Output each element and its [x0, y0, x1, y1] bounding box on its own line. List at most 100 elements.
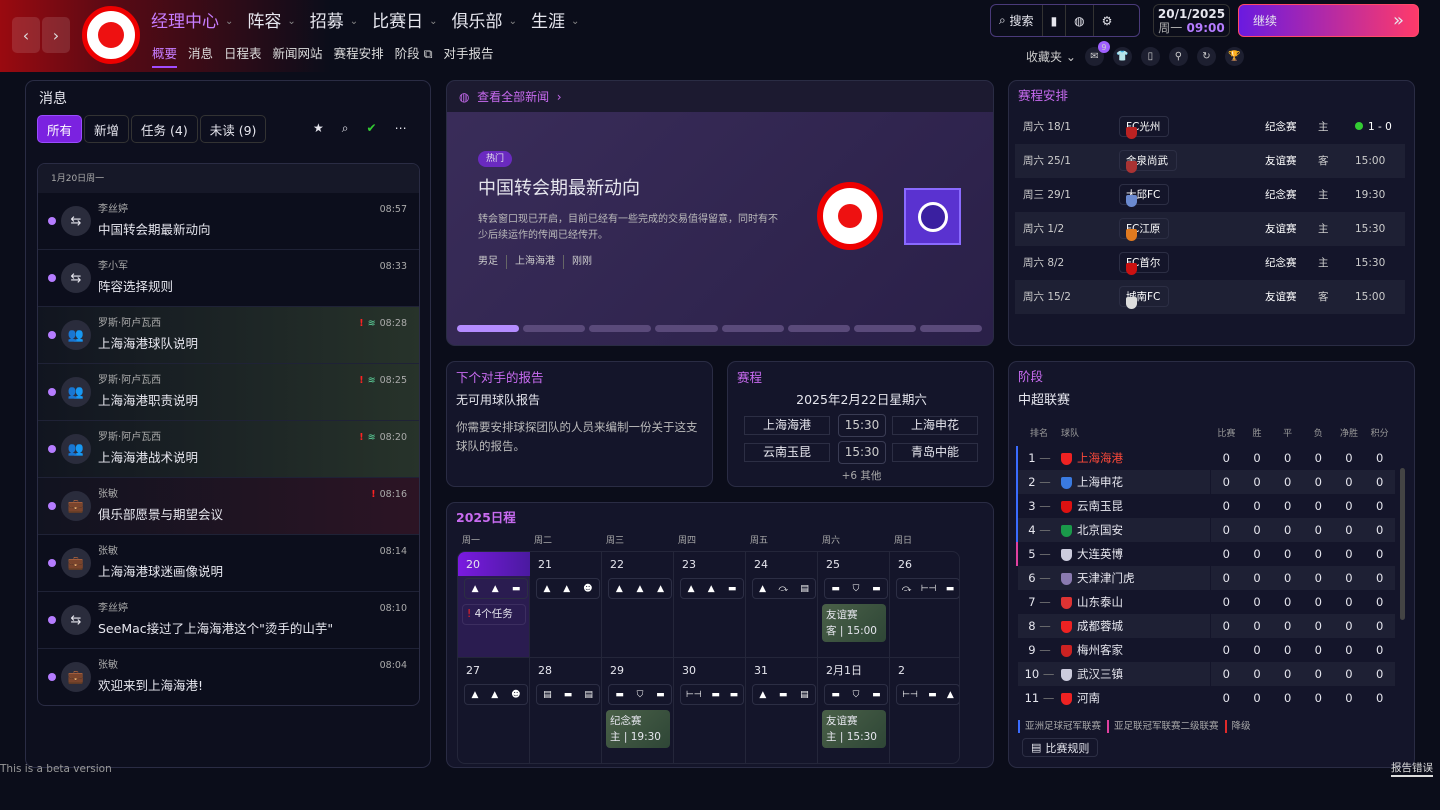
carousel-dot[interactable] [655, 325, 718, 332]
message-item[interactable]: 👥 罗斯·阿卢瓦西 上海海港球队说明! ≋ 08:28 [38, 307, 419, 364]
table-row[interactable]: 9 — 梅州客家 0 0 0 0 0 0 [1028, 643, 1384, 657]
carousel-dot[interactable] [721, 325, 784, 332]
training-schedule[interactable]: ▬ ⛉ ▬ [824, 684, 888, 705]
calendar-day[interactable]: 29 ▬ ⛉ ▬ 纪念赛主 | 19:30 [602, 658, 674, 763]
calendar-day[interactable]: 23 ▲ ▲ ▬ [674, 552, 746, 658]
star-icon[interactable]: ★ [313, 121, 324, 135]
fixture-row[interactable]: 周六 15/2 城南FC 友谊赛客 15:00 [1015, 280, 1405, 314]
message-item[interactable]: 👥 罗斯·阿卢瓦西 上海海港职责说明! ≋ 08:25 [38, 364, 419, 421]
carousel-dot[interactable] [853, 325, 916, 332]
continue-button[interactable]: 继续» [1238, 4, 1419, 37]
subnav-tab-6[interactable]: 对手报告 [443, 46, 494, 61]
training-schedule[interactable]: ▲ ▲ ▲ [608, 578, 672, 599]
message-item[interactable]: 💼 张敏 上海海港球迷画像说明 08:14 [38, 535, 419, 592]
fixture-row[interactable]: 周六 8/2 FC首尔 纪念赛主 15:30 [1015, 246, 1405, 280]
more-fixtures-link[interactable]: +6 其他 [841, 470, 882, 482]
table-row[interactable]: 4 — 北京国安 0 0 0 0 0 0 [1016, 518, 1395, 542]
training-schedule[interactable]: ▲ ⤼ ▤ [752, 578, 816, 599]
chat-icon[interactable]: ✉ 9 [1084, 41, 1110, 66]
more-icon[interactable]: ⋯ [394, 121, 407, 135]
training-schedule[interactable]: ▲ ▲ ☻ [536, 578, 600, 599]
match-tag[interactable]: 友谊赛主 | 15:30 [822, 710, 886, 748]
back-button[interactable]: ‹ [12, 17, 40, 53]
training-schedule[interactable]: ▲ ▲ ▬ [680, 578, 744, 599]
table-row[interactable]: 1 — 上海海港 0 0 0 0 0 0 [1016, 446, 1395, 470]
settings-button[interactable]: ⚙ [1094, 5, 1121, 36]
calendar-day[interactable]: 30 ⊢⊣ ▬ ▬ [674, 658, 746, 763]
subnav-tab-3[interactable]: 新闻网站 [272, 46, 323, 61]
table-row[interactable]: 11 — 河南 0 0 0 0 0 0 [1024, 691, 1384, 705]
message-tab-0[interactable]: 所有 [37, 115, 83, 143]
message-item[interactable]: ⇆ 李丝婷 SeeMac接过了上海海港这个"烫手的山芋" 08:10 [38, 592, 419, 649]
training-schedule[interactable]: ⊢⊣ ▬ ▲ [896, 684, 959, 705]
message-tab-1[interactable]: 新增 [84, 115, 130, 143]
fixture-row[interactable]: 周六 1/2 FC江原 友谊赛主 15:30 [1015, 212, 1405, 246]
calendar-day[interactable]: 27 ▲ ▲ ☻ [458, 658, 530, 763]
carousel-dot[interactable] [589, 325, 652, 332]
nav-menu-4[interactable]: 俱乐部 ⌄ [451, 12, 517, 32]
calendar-day[interactable]: 2 ⊢⊣ ▬ ▲ [890, 658, 959, 763]
nav-menu-0[interactable]: 经理中心 ⌄ [151, 12, 234, 32]
news-headline[interactable]: 中国转会期最新动向 [478, 178, 640, 199]
training-schedule[interactable]: ▲ ▬ ▤ [752, 684, 816, 705]
calendar-day[interactable]: 31 ▲ ▬ ▤ [746, 658, 818, 763]
calendar-day[interactable]: 2月1日 ▬ ⛉ ▬ 友谊赛主 | 15:30 [818, 658, 890, 763]
training-schedule[interactable]: ▲ ▲ ▬ [464, 578, 528, 599]
training-schedule[interactable]: ▤ ▬ ▤ [536, 684, 600, 705]
message-item[interactable]: ⇆ 李小军 阵容选择规则 08:33 [38, 250, 419, 307]
nav-menu-2[interactable]: 招募 ⌄ [309, 12, 359, 32]
training-schedule[interactable]: ⤼ ⊢⊣ ▬ [896, 578, 959, 599]
subnav-tab-2[interactable]: 日程表 [224, 46, 262, 61]
training-schedule[interactable]: ▬ ⛉ ▬ [824, 578, 888, 599]
table-scrollbar[interactable] [1400, 468, 1405, 620]
view-all-news-link[interactable]: ◍ 查看全部新闻 › [447, 81, 993, 112]
match-tag[interactable]: 纪念赛主 | 19:30 [606, 710, 670, 748]
scout-icon[interactable]: ⚲ [1168, 47, 1188, 66]
message-tab-2[interactable]: 任务 (4) [131, 115, 198, 143]
calendar-day[interactable]: 20 ▲ ▲ ▬! 4个任务 [458, 552, 530, 658]
globe-button[interactable]: ◍ [1066, 5, 1094, 36]
message-tab-3[interactable]: 未读 (9) [199, 115, 267, 143]
calendar-day[interactable]: 28 ▤ ▬ ▤ [530, 658, 602, 763]
training-schedule[interactable]: ▬ ⛉ ▬ [608, 684, 672, 705]
calendar-day[interactable]: 26 ⤼ ⊢⊣ ▬ [890, 552, 959, 658]
report-bug-link[interactable]: 报告错误 [1391, 761, 1433, 777]
fixture-row[interactable]: 周三 29/1 大邱FC 纪念赛主 19:30 [1015, 178, 1405, 212]
subnav-tab-4[interactable]: 赛程安排 [333, 46, 384, 61]
calendar-day[interactable]: 24 ▲ ⤼ ▤ [746, 552, 818, 658]
training-schedule[interactable]: ⊢⊣ ▬ ▬ [680, 684, 744, 705]
nav-menu-1[interactable]: 阵容 ⌄ [247, 12, 296, 32]
table-row[interactable]: 5 — 大连英博 0 0 0 0 0 0 [1016, 542, 1395, 566]
competition-rules-button[interactable]: ▤ 比赛规则 [1022, 738, 1099, 757]
message-item[interactable]: ⇆ 李丝婷 中国转会期最新动向 08:57 [38, 193, 419, 250]
table-row[interactable]: 8 — 成都蓉城 0 0 0 0 0 0 [1017, 614, 1395, 638]
training-schedule[interactable]: ▲ ▲ ☻ [464, 684, 528, 705]
club-logo[interactable] [82, 6, 140, 64]
clipboard-icon[interactable]: ▯ [1140, 47, 1160, 66]
table-row[interactable]: 2 — 上海申花 0 0 0 0 0 0 [1016, 470, 1395, 494]
carousel-dot[interactable] [523, 325, 586, 332]
trophy-icon[interactable]: 🏆 [1224, 47, 1244, 66]
carousel-dot[interactable] [787, 325, 850, 332]
nav-menu-5[interactable]: 生涯 ⌄ [530, 12, 580, 32]
subnav-tab-1[interactable]: 消息 [188, 46, 214, 61]
carousel-dot[interactable] [919, 325, 982, 332]
fixture-row[interactable]: 周六 18/1 FC光州 纪念赛主 1 - 0 [1015, 110, 1405, 144]
table-row[interactable]: 7 — 山东泰山 0 0 0 0 0 0 [1028, 595, 1384, 609]
shirt-icon[interactable]: 👕 [1112, 47, 1132, 66]
match-tag[interactable]: 友谊赛客 | 15:00 [822, 604, 886, 642]
table-row[interactable]: 3 — 云南玉昆 0 0 0 0 0 0 [1016, 494, 1395, 518]
calendar-day[interactable]: 22 ▲ ▲ ▲ [602, 552, 674, 658]
subnav-tab-0[interactable]: 概要 [152, 46, 178, 68]
refresh-icon[interactable]: ↻ [1196, 47, 1216, 66]
calendar-day[interactable]: 21 ▲ ▲ ☻ [530, 552, 602, 658]
message-item[interactable]: 👥 罗斯·阿卢瓦西 上海海港战术说明! ≋ 08:20 [38, 421, 419, 478]
carousel-dot[interactable] [457, 325, 520, 332]
message-item[interactable]: 💼 张敏 欢迎来到上海海港! 08:04 [38, 649, 419, 705]
search-button[interactable]: ⌕ 搜索 [991, 5, 1043, 36]
mark-read-icon[interactable]: ✔ [366, 121, 377, 135]
table-row[interactable]: 10 — 武汉三镇 0 0 0 0 0 0 [1017, 662, 1395, 686]
message-item[interactable]: 💼 张敏 俱乐部愿景与期望会议! 08:16 [38, 478, 419, 535]
calendar-day[interactable]: 25 ▬ ⛉ ▬ 友谊赛客 | 15:00 [818, 552, 890, 658]
table-row[interactable]: 6 — 天津津门虎 0 0 0 0 0 0 [1017, 566, 1395, 590]
